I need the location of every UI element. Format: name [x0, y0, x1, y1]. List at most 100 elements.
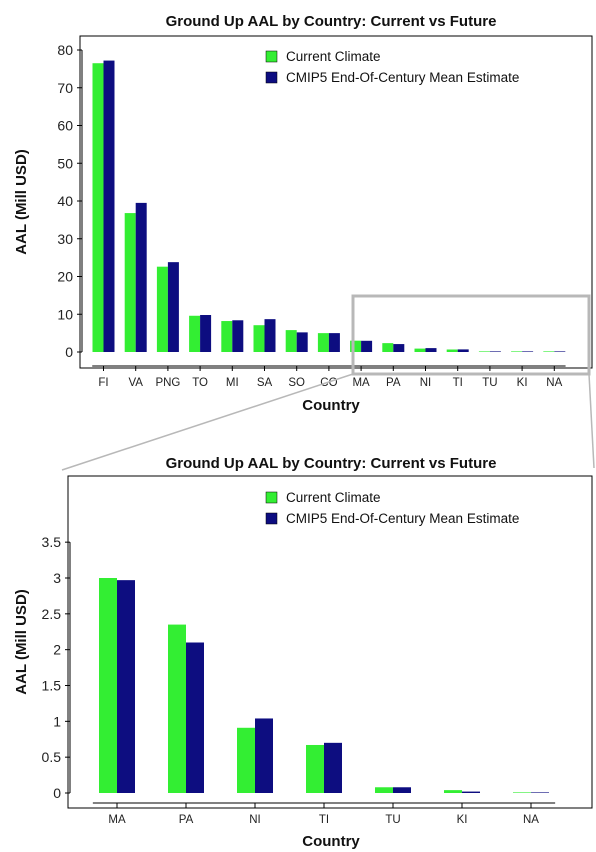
top-chart: Ground Up AAL by Country: Current vs Fut… — [13, 13, 593, 414]
top-bar-tu-future — [489, 351, 501, 352]
bottom-y-tick-label: 0.5 — [42, 749, 62, 765]
bottom-bar-ti-current — [306, 744, 324, 793]
zoom-indicator — [61, 294, 595, 471]
top-y-axis-title: AAL (Mill USD) — [13, 149, 30, 255]
top-bar-pa-future — [393, 344, 405, 352]
bottom-x-axis-title: Country — [302, 833, 360, 850]
top-y-tick-label: 70 — [57, 80, 73, 96]
top-bar-pa-current — [382, 343, 394, 352]
top-bar-na-current — [543, 351, 555, 352]
bottom-x-tick-label-ti: TI — [319, 814, 329, 826]
bottom-bars — [99, 578, 549, 793]
bottom-chart-title: Ground Up AAL by Country: Current vs Fut… — [166, 455, 497, 472]
top-x-tick-label-na: NA — [546, 377, 562, 389]
top-x-tick-label-fi: FI — [98, 377, 108, 389]
top-y-tick-label: 80 — [57, 42, 73, 58]
bottom-chart: Ground Up AAL by Country: Current vs Fut… — [13, 455, 593, 850]
bottom-y-tick-label: 3.5 — [42, 534, 62, 550]
top-x-tick-label-ki: KI — [517, 377, 528, 389]
top-bar-ma-current — [350, 340, 362, 352]
bottom-bar-na-current — [513, 792, 531, 793]
top-bar-png-future — [167, 262, 179, 352]
bottom-legend: Current Climate CMIP5 End-Of-Century Mea… — [265, 490, 519, 526]
top-x-tick-label-co: CO — [320, 377, 337, 389]
bottom-bar-ni-current — [237, 727, 255, 793]
bottom-y-tick-label: 3 — [53, 570, 61, 586]
bottom-y-tick-label: 0 — [53, 785, 61, 801]
top-chart-title: Ground Up AAL by Country: Current vs Fut… — [166, 13, 497, 30]
top-x-tick-label-ma: MA — [352, 377, 370, 389]
top-bar-ni-future — [425, 348, 437, 352]
top-bar-ni-current — [414, 348, 426, 352]
top-y-tick-label: 10 — [57, 306, 73, 322]
top-legend-swatch-future — [265, 71, 278, 84]
top-bar-fi-current — [92, 63, 104, 353]
bottom-y-tick-label: 1 — [53, 713, 61, 729]
top-bar-ki-current — [511, 351, 523, 352]
bottom-legend-swatch-future — [265, 512, 278, 525]
bottom-bar-tu-future — [393, 787, 411, 793]
bottom-plot-frame — [67, 475, 593, 809]
bottom-bar-pa-future — [186, 642, 204, 793]
top-plot-frame — [79, 35, 593, 369]
bottom-x-tick-label-ki: KI — [457, 814, 468, 826]
top-bar-mi-future — [232, 320, 244, 352]
bottom-bar-tu-current — [375, 787, 393, 793]
bottom-bar-pa-current — [168, 624, 186, 793]
top-bar-mi-current — [221, 321, 233, 352]
top-bar-va-current — [124, 213, 136, 352]
top-x-tick-label-ti: TI — [453, 377, 463, 389]
top-bar-fi-future — [103, 60, 115, 352]
top-bar-ti-current — [446, 349, 458, 352]
top-y-tick-label: 20 — [57, 269, 73, 285]
top-bar-ti-future — [457, 349, 469, 352]
top-x-tick-label-so: SO — [288, 377, 305, 389]
top-legend-swatch-current — [265, 50, 278, 63]
zoom-connector-left — [61, 373, 354, 471]
bottom-x-tick-label-ma: MA — [108, 814, 126, 826]
bottom-y-tick-label: 2 — [53, 642, 61, 658]
top-x-tick-label-tu: TU — [482, 377, 497, 389]
top-bar-na-future — [554, 351, 566, 352]
top-x-tick-label-to: TO — [192, 377, 208, 389]
bottom-y-axis-title: AAL (Mill USD) — [13, 589, 30, 695]
bottom-bar-ni-future — [255, 718, 273, 793]
bottom-y-ticks: 0 0.5 1 1.5 2 2.5 3 3.5 — [42, 534, 71, 801]
top-x-tick-label-mi: MI — [226, 377, 239, 389]
top-bar-to-current — [189, 315, 201, 352]
top-x-tick-label-sa: SA — [257, 377, 273, 389]
top-bar-sa-future — [264, 319, 276, 352]
top-y-tick-label: 60 — [57, 118, 73, 134]
bottom-y-tick-label: 2.5 — [42, 606, 62, 622]
top-legend-label-future: CMIP5 End-Of-Century Mean Estimate — [286, 70, 519, 85]
bottom-legend-label-future: CMIP5 End-Of-Century Mean Estimate — [286, 511, 519, 526]
top-x-tick-label-png: PNG — [155, 377, 180, 389]
bottom-bar-ki-current — [444, 790, 462, 793]
zoom-connector-right — [588, 373, 595, 469]
bottom-x-tick-label-pa: PA — [179, 814, 194, 826]
top-bar-ma-future — [361, 340, 373, 352]
top-x-tick-label-va: VA — [128, 377, 143, 389]
top-bar-sa-current — [253, 325, 265, 352]
top-y-ticks: 0 10 20 30 40 50 60 70 80 — [57, 42, 83, 360]
bottom-bar-ma-current — [99, 578, 117, 793]
top-bar-co-future — [328, 333, 340, 352]
bottom-x-tick-label-tu: TU — [385, 814, 400, 826]
top-x-ticks: FI VA PNG TO MI SA SO CO MA PA NI TI TU KI NA — [92, 365, 566, 389]
top-bar-to-future — [200, 315, 212, 352]
top-y-tick-label: 30 — [57, 231, 73, 247]
bottom-legend-swatch-current — [265, 491, 278, 504]
top-x-tick-label-pa: PA — [386, 377, 401, 389]
top-y-tick-label: 50 — [57, 155, 73, 171]
top-legend-label-current: Current Climate — [286, 49, 381, 64]
top-x-axis-title: Country — [302, 397, 360, 414]
bottom-bar-ma-future — [117, 580, 135, 793]
top-y-tick-label: 40 — [57, 193, 73, 209]
top-x-tick-label-ni: NI — [420, 377, 432, 389]
zoom-highlight-box — [351, 294, 591, 376]
bottom-x-tick-label-ni: NI — [249, 814, 261, 826]
bottom-x-tick-label-na: NA — [523, 814, 539, 826]
top-y-tick-label: 0 — [65, 344, 73, 360]
bottom-legend-label-current: Current Climate — [286, 490, 381, 505]
